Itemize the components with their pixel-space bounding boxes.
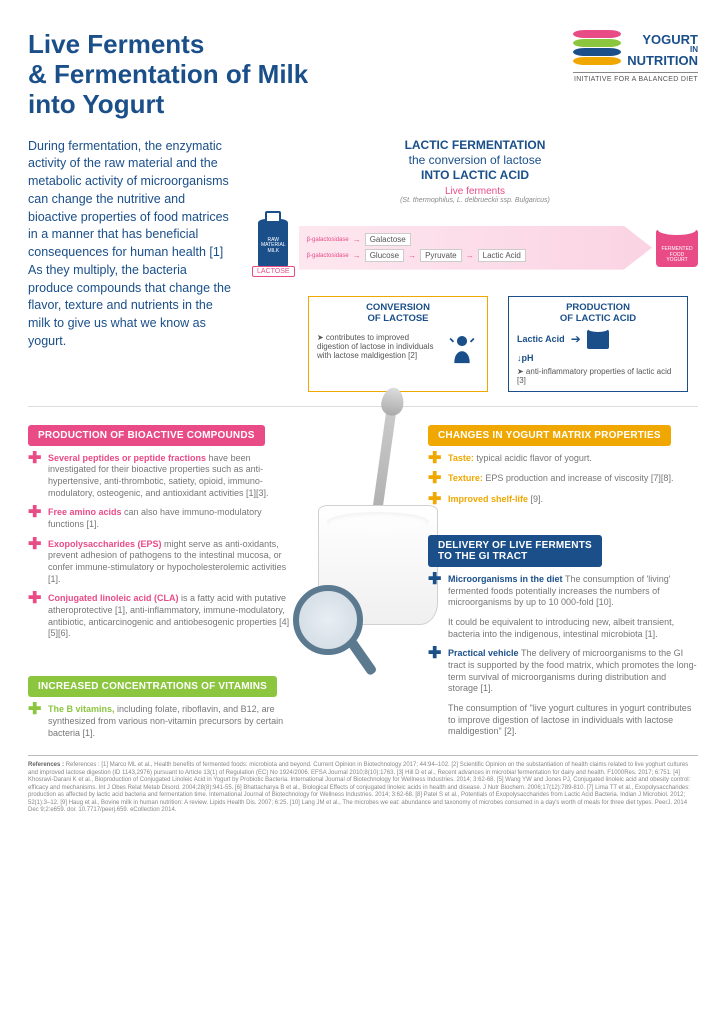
lactic-diagram: LACTIC FERMENTATION the conversion of la…: [252, 138, 698, 392]
item-title: Texture:: [448, 473, 485, 483]
enzyme-label: β-galactosidase: [307, 237, 349, 243]
item-body: [9].: [531, 494, 544, 504]
main-title: Live Ferments & Fermentation of Milk int…: [28, 30, 308, 120]
molecule-pyruvate: Pyruvate: [420, 249, 462, 262]
plus-icon: ✚: [428, 473, 442, 486]
matrix-header: CHANGES IN YOGURT MATRIX PROPERTIES: [428, 425, 671, 446]
list-item: The consumption of "live yogurt cultures…: [428, 703, 698, 738]
enzyme-label-2: β-galactosidase: [307, 253, 349, 259]
plus-icon: [428, 617, 442, 640]
small-cup-icon: [587, 329, 609, 349]
list-item: ✚Several peptides or peptide fractions h…: [28, 453, 298, 500]
lactic-title-1: LACTIC FERMENTATION: [252, 138, 698, 153]
references-block: References : References : [1] Marco ML e…: [28, 755, 698, 815]
logo: YOGURT IN NUTRITION INITIATIVE FOR A BAL…: [573, 30, 698, 83]
lactic-title-3: INTO LACTIC ACID: [252, 168, 698, 183]
lactic-title-2: the conversion of lactose: [252, 153, 698, 168]
list-item: It could be equivalent to introducing ne…: [428, 617, 698, 640]
item-body: EPS production and increase of viscosity…: [485, 473, 673, 483]
item-title: Free amino acids: [48, 507, 124, 517]
plus-icon: ✚: [428, 648, 442, 695]
references-text: References : [1] Marco ML et al., Health…: [28, 762, 690, 813]
list-item: ✚ Improved shelf-life [9].: [428, 494, 698, 507]
bioactive-section: PRODUCTION OF BIOACTIVE COMPOUNDS ✚ Sever…: [28, 425, 298, 641]
item-title: Taste:: [448, 453, 476, 463]
bioactive-header: PRODUCTION OF BIOACTIVE COMPOUNDS: [28, 425, 265, 446]
item-title: Improved shelf-life: [448, 494, 531, 504]
item-title: Several peptides or peptide fractions: [48, 453, 209, 463]
logo-text: YOGURT IN NUTRITION: [627, 33, 698, 67]
molecule-glucose: Glucose: [365, 249, 404, 262]
list-item: ✚Microorganisms in the diet The consumpt…: [428, 574, 698, 609]
item-title: Conjugated linoleic acid (CLA): [48, 593, 181, 603]
person-silhouette-icon: [445, 329, 479, 365]
list-item: ✚ Taste: typical acidic flavor of yogurt.: [428, 453, 698, 466]
item-title: The B vitamins,: [48, 704, 117, 714]
list-item: ✚Practical vehicle The delivery of micro…: [428, 648, 698, 695]
item-title: Exopolysaccharides (EPS): [48, 539, 164, 549]
conversion-box: CONVERSION OF LACTOSE ➤ contributes to i…: [308, 296, 488, 392]
delivery-header: DELIVERY OF LIVE FERMENTS TO THE GI TRAC…: [428, 535, 602, 567]
plus-icon: ✚: [28, 593, 42, 640]
plus-icon: ✚: [28, 453, 42, 500]
ferments-species: (St. thermophilus, L. delbrueckii ssp. B…: [252, 197, 698, 204]
item-body: It could be equivalent to introducing ne…: [448, 617, 674, 639]
list-item: ✚Exopolysaccharides (EPS) might serve as…: [28, 539, 298, 586]
lactic-acid-label: Lactic Acid: [517, 334, 565, 344]
item-title: Practical vehicle: [448, 648, 521, 658]
vitamins-header: INCREASED CONCENTRATIONS OF VITAMINS: [28, 676, 277, 697]
yogurt-cup-icon: FERMENTED FOOD YOGURT: [656, 229, 698, 267]
production-text: ➤ anti-inflammatory properties of lactic…: [517, 367, 679, 385]
delivery-section: DELIVERY OF LIVE FERMENTS TO THE GI TRAC…: [428, 535, 698, 738]
conversion-text: ➤ contributes to improved digestion of l…: [317, 333, 439, 360]
lactose-tag: LACTOSE: [252, 266, 295, 277]
plus-icon: ✚: [428, 494, 442, 507]
ph-label: ↓pH: [517, 353, 534, 363]
plus-icon: ✚: [28, 507, 42, 530]
list-item: ✚Conjugated linoleic acid (CLA) is a fat…: [28, 593, 298, 640]
item-body: The consumption of "live yogurt cultures…: [448, 703, 691, 736]
item-body: typical acidic flavor of yogurt.: [476, 453, 592, 463]
vitamins-section: INCREASED CONCENTRATIONS OF VITAMINS ✚ Th…: [28, 676, 298, 739]
item-title: Microorganisms in the diet: [448, 574, 565, 584]
plus-icon: [428, 703, 442, 738]
logo-tagline: INITIATIVE FOR A BALANCED DIET: [573, 72, 698, 83]
plus-icon: ✚: [28, 704, 42, 739]
logo-chips: [573, 30, 621, 65]
intro-paragraph: During fermentation, the enzymatic activ…: [28, 138, 234, 392]
pathway-arrow: β-galactosidase→ Galactose β-galactosida…: [299, 226, 652, 270]
list-item: ✚The B vitamins, including folate, ribof…: [28, 704, 298, 739]
plus-icon: ✚: [428, 574, 442, 609]
list-item: ✚Free amino acids can also have immuno-m…: [28, 507, 298, 530]
molecule-galactose: Galactose: [365, 233, 411, 246]
production-box: PRODUCTION OF LACTIC ACID Lactic Acid ➔ …: [508, 296, 688, 392]
matrix-section: CHANGES IN YOGURT MATRIX PROPERTIES ✚ Tas…: [428, 425, 698, 507]
milk-bottle-icon: RAW MATERIAL MILK LACTOSE: [252, 219, 295, 277]
plus-icon: ✚: [28, 539, 42, 586]
divider: [28, 406, 698, 407]
list-item: ✚ Texture: EPS production and increase of…: [428, 473, 698, 486]
ferments-label: Live ferments: [252, 186, 698, 197]
plus-icon: ✚: [428, 453, 442, 466]
molecule-lactic-acid: Lactic Acid: [478, 249, 526, 262]
